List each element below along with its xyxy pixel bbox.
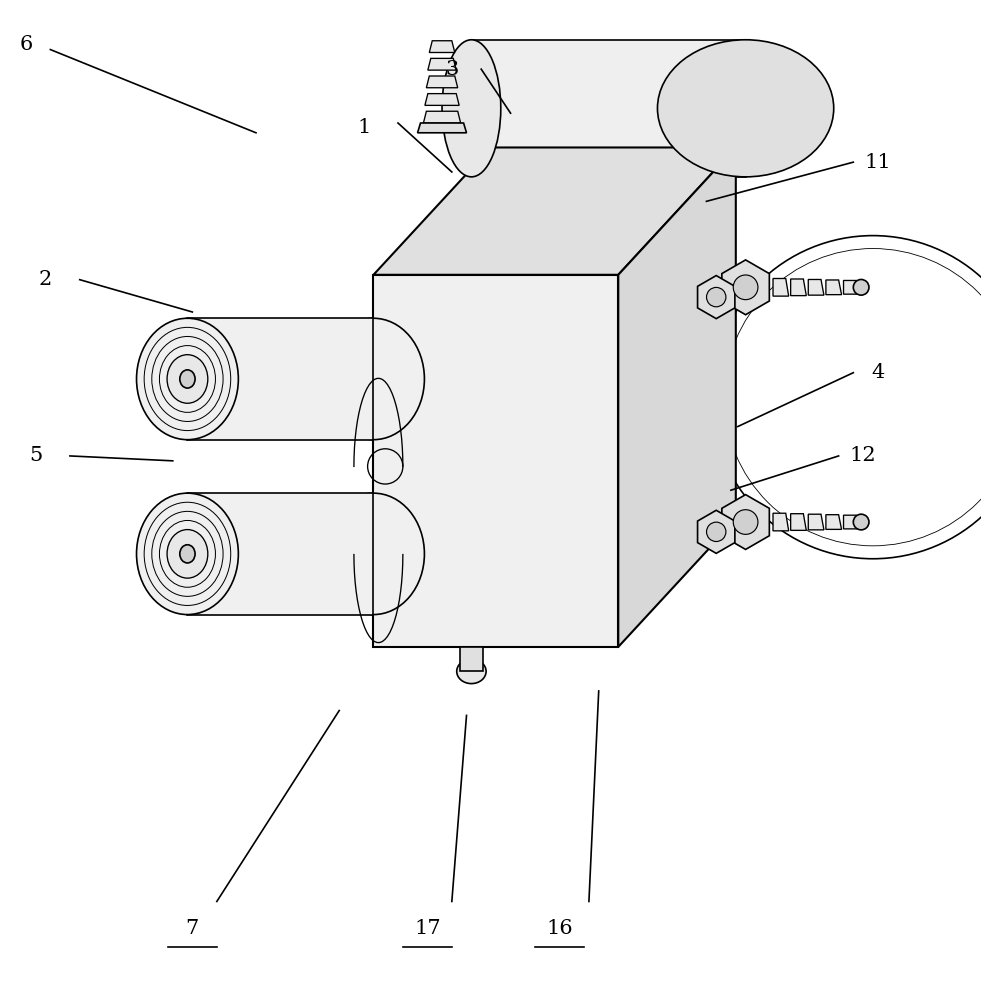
Text: 1: 1 (357, 118, 370, 137)
Ellipse shape (180, 370, 195, 388)
Circle shape (734, 275, 758, 300)
Polygon shape (373, 147, 736, 275)
Polygon shape (791, 514, 806, 530)
Polygon shape (619, 147, 736, 647)
Text: 17: 17 (414, 919, 441, 938)
Polygon shape (460, 647, 483, 671)
Polygon shape (844, 280, 859, 294)
Circle shape (853, 279, 869, 295)
Ellipse shape (322, 318, 424, 440)
Polygon shape (697, 276, 735, 319)
Ellipse shape (167, 530, 208, 578)
Text: 7: 7 (186, 919, 199, 938)
Ellipse shape (442, 40, 501, 177)
Polygon shape (773, 513, 789, 531)
Text: 12: 12 (849, 446, 876, 465)
Polygon shape (773, 278, 789, 296)
Polygon shape (425, 94, 460, 105)
Polygon shape (826, 280, 842, 295)
Ellipse shape (180, 545, 195, 563)
Text: 11: 11 (864, 153, 892, 172)
Text: 6: 6 (20, 35, 32, 54)
Polygon shape (429, 41, 455, 52)
Ellipse shape (136, 318, 239, 440)
Circle shape (853, 514, 869, 530)
Polygon shape (471, 40, 745, 177)
Polygon shape (423, 111, 461, 123)
Text: 5: 5 (29, 446, 42, 465)
Polygon shape (697, 510, 735, 553)
Circle shape (706, 522, 726, 542)
Polygon shape (722, 260, 769, 315)
Ellipse shape (136, 493, 239, 615)
Polygon shape (373, 275, 619, 647)
Circle shape (706, 287, 726, 307)
Polygon shape (428, 58, 457, 70)
Polygon shape (791, 279, 806, 296)
Text: 3: 3 (445, 60, 459, 79)
Text: 16: 16 (546, 919, 573, 938)
Polygon shape (844, 515, 859, 529)
Circle shape (734, 510, 758, 534)
Polygon shape (426, 76, 458, 88)
Polygon shape (826, 515, 842, 529)
Ellipse shape (322, 493, 424, 615)
Polygon shape (808, 514, 824, 530)
Text: 2: 2 (39, 270, 52, 289)
Polygon shape (188, 493, 373, 615)
Text: 4: 4 (871, 363, 885, 382)
Ellipse shape (457, 659, 486, 684)
Polygon shape (188, 318, 373, 440)
Polygon shape (808, 279, 824, 295)
Polygon shape (417, 123, 466, 133)
Ellipse shape (167, 355, 208, 403)
Polygon shape (722, 495, 769, 549)
Ellipse shape (658, 40, 834, 177)
